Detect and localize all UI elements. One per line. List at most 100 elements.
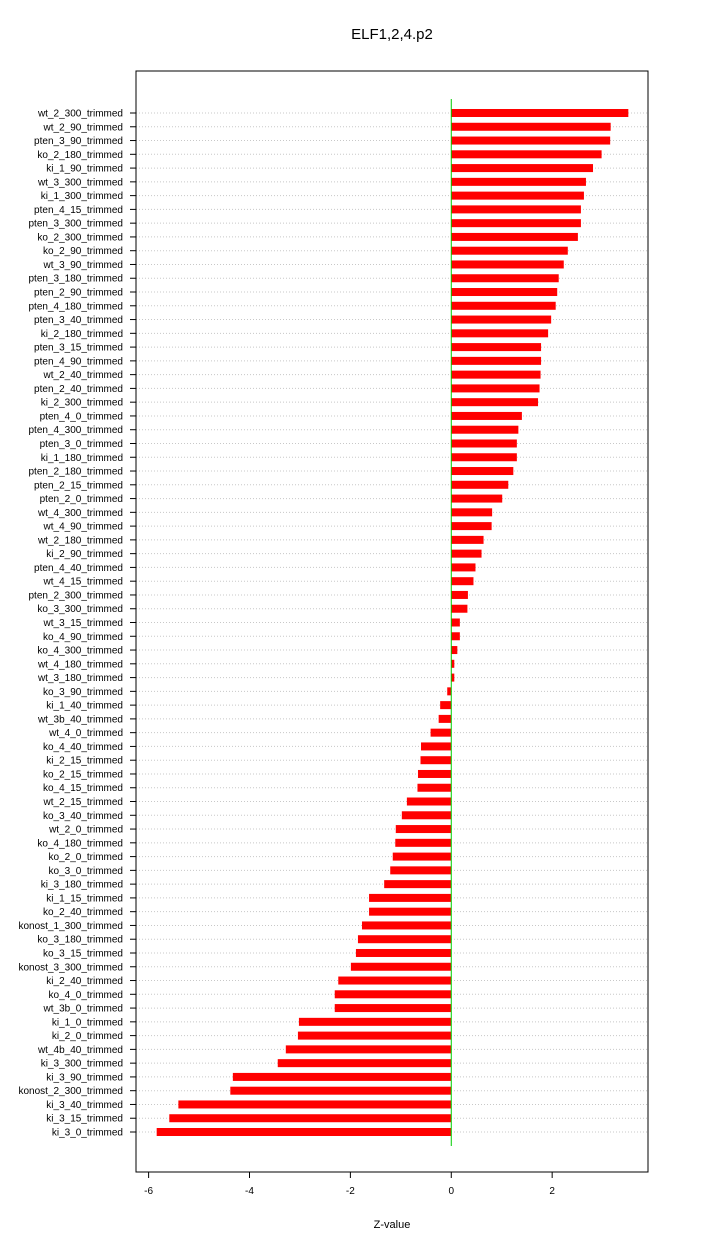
category-label: wt_2_300_trimmed — [37, 109, 123, 120]
x-tick-label: -2 — [346, 1186, 355, 1197]
category-label: ki_2_40_trimmed — [46, 976, 123, 987]
category-label: wt_2_40_trimmed — [43, 370, 123, 381]
bar-ki_1_90_trimmed — [451, 164, 594, 173]
category-label: ki_3_90_trimmed — [46, 1072, 123, 1083]
category-labels: wt_2_300_trimmed wt_2_90_trimmed pten_3_90… — [18, 109, 136, 1139]
category-label: pten_3_15_trimmed — [34, 343, 123, 354]
bar-ki_1_0_trimmed — [298, 1017, 452, 1026]
category-label: ki_2_15_trimmed — [46, 756, 123, 767]
bar-konost_1_300_trimmed — [361, 921, 452, 930]
category-label: ki_3_300_trimmed — [41, 1059, 123, 1070]
bar-ko_4_15_trimmed — [417, 783, 452, 792]
category-label: pten_3_90_trimmed — [34, 136, 123, 147]
bar-wt_3_15_trimmed — [451, 618, 460, 627]
category-label: ki_2_90_trimmed — [46, 549, 123, 560]
bar-wt_3b_0_trimmed — [334, 1004, 452, 1013]
category-label: wt_3_90_trimmed — [43, 260, 123, 271]
category-label: wt_4_180_trimmed — [37, 659, 123, 670]
bar-ko_2_180_trimmed — [451, 150, 602, 159]
category-label: ki_1_300_trimmed — [41, 191, 123, 202]
bar-wt_3_90_trimmed — [451, 260, 564, 269]
bar-konost_2_300_trimmed — [230, 1086, 452, 1095]
bar-pten_2_40_trimmed — [451, 384, 540, 393]
bar-wt_4_300_trimmed — [451, 508, 493, 517]
category-label: konost_3_300_trimmed — [18, 962, 123, 973]
category-label: ki_2_0_trimmed — [52, 1031, 123, 1042]
bar-pten_4_180_trimmed — [451, 301, 556, 310]
bar-ko_2_40_trimmed — [369, 907, 452, 916]
category-label: ko_2_40_trimmed — [43, 907, 123, 918]
category-label: wt_3b_0_trimmed — [43, 1004, 123, 1015]
x-axis: -6 -4 -2 0 2 — [144, 1172, 555, 1197]
bar-ko_4_180_trimmed — [395, 838, 452, 847]
bar-pten_2_15_trimmed — [451, 480, 509, 489]
category-label: ko_4_90_trimmed — [43, 632, 123, 643]
category-label: ki_3_0_trimmed — [52, 1128, 123, 1139]
category-label: pten_4_40_trimmed — [34, 563, 123, 574]
bar-ki_1_40_trimmed — [440, 701, 452, 710]
x-axis-title: Z-value — [374, 1219, 411, 1231]
bar-pten_3_300_trimmed — [451, 219, 581, 228]
category-label: ko_2_15_trimmed — [43, 769, 123, 780]
category-label: pten_4_180_trimmed — [28, 301, 123, 312]
bar-wt_2_40_trimmed — [451, 370, 541, 379]
category-label: wt_2_180_trimmed — [37, 535, 123, 546]
bar-ko_3_0_trimmed — [390, 866, 452, 875]
category-label: pten_3_180_trimmed — [28, 274, 123, 285]
category-label: wt_3b_40_trimmed — [37, 714, 123, 725]
category-label: ki_1_0_trimmed — [52, 1017, 123, 1028]
chart-title: ELF1,2,4.p2 — [351, 26, 433, 43]
x-tick-label: 2 — [549, 1186, 555, 1197]
category-label: pten_2_0_trimmed — [40, 494, 123, 505]
category-label: ko_4_180_trimmed — [37, 838, 123, 849]
category-label: wt_3_15_trimmed — [43, 618, 123, 629]
category-label: ko_4_15_trimmed — [43, 783, 123, 794]
category-label: pten_4_15_trimmed — [34, 205, 123, 216]
category-label: ko_4_0_trimmed — [49, 990, 123, 1001]
bar-pten_4_15_trimmed — [451, 205, 581, 214]
category-label: ko_3_180_trimmed — [37, 935, 123, 946]
category-label: ko_2_0_trimmed — [49, 852, 123, 863]
bar-wt_2_0_trimmed — [395, 825, 452, 834]
bar-ki_2_90_trimmed — [451, 549, 482, 558]
category-label: pten_3_300_trimmed — [28, 219, 123, 230]
bar-wt_4b_40_trimmed — [285, 1045, 452, 1054]
category-label: pten_2_300_trimmed — [28, 590, 123, 601]
bar-ko_3_15_trimmed — [355, 948, 452, 957]
category-label: ki_1_180_trimmed — [41, 453, 123, 464]
category-label: ko_4_40_trimmed — [43, 742, 123, 753]
bar-ko_4_40_trimmed — [421, 742, 452, 751]
bar-wt_3_180_trimmed — [451, 673, 455, 682]
category-label: ko_3_300_trimmed — [37, 604, 123, 615]
category-label: ki_3_15_trimmed — [46, 1114, 123, 1125]
bar-pten_2_0_trimmed — [451, 494, 503, 503]
category-label: wt_2_90_trimmed — [43, 122, 123, 133]
category-label: ki_1_90_trimmed — [46, 164, 123, 175]
category-label: wt_2_15_trimmed — [43, 797, 123, 808]
bar-ko_2_15_trimmed — [417, 769, 452, 778]
bar-ki_2_15_trimmed — [420, 756, 452, 765]
category-label: wt_4_0_trimmed — [48, 728, 123, 739]
bar-ko_3_90_trimmed — [447, 687, 452, 696]
bar-ki_2_180_trimmed — [451, 329, 549, 338]
bar-ki_2_0_trimmed — [297, 1031, 452, 1040]
bar-pten_3_0_trimmed — [451, 439, 517, 448]
category-label: ki_3_40_trimmed — [46, 1100, 123, 1111]
category-label: ki_1_15_trimmed — [46, 893, 123, 904]
bar-pten_2_180_trimmed — [451, 467, 514, 476]
category-label: ko_3_15_trimmed — [43, 948, 123, 959]
bar-pten_4_40_trimmed — [451, 563, 476, 572]
category-label: wt_4b_40_trimmed — [37, 1045, 123, 1056]
bar-wt_3_300_trimmed — [451, 177, 586, 186]
category-label: pten_4_0_trimmed — [40, 411, 123, 422]
category-label: ki_1_40_trimmed — [46, 701, 123, 712]
category-label: pten_2_180_trimmed — [28, 467, 123, 478]
category-label: ko_2_180_trimmed — [37, 150, 123, 161]
category-label: ko_2_300_trimmed — [37, 232, 123, 243]
category-label: pten_4_90_trimmed — [34, 356, 123, 367]
bar-pten_3_15_trimmed — [451, 343, 542, 352]
category-label: ko_3_90_trimmed — [43, 687, 123, 698]
category-label: ko_3_40_trimmed — [43, 811, 123, 822]
